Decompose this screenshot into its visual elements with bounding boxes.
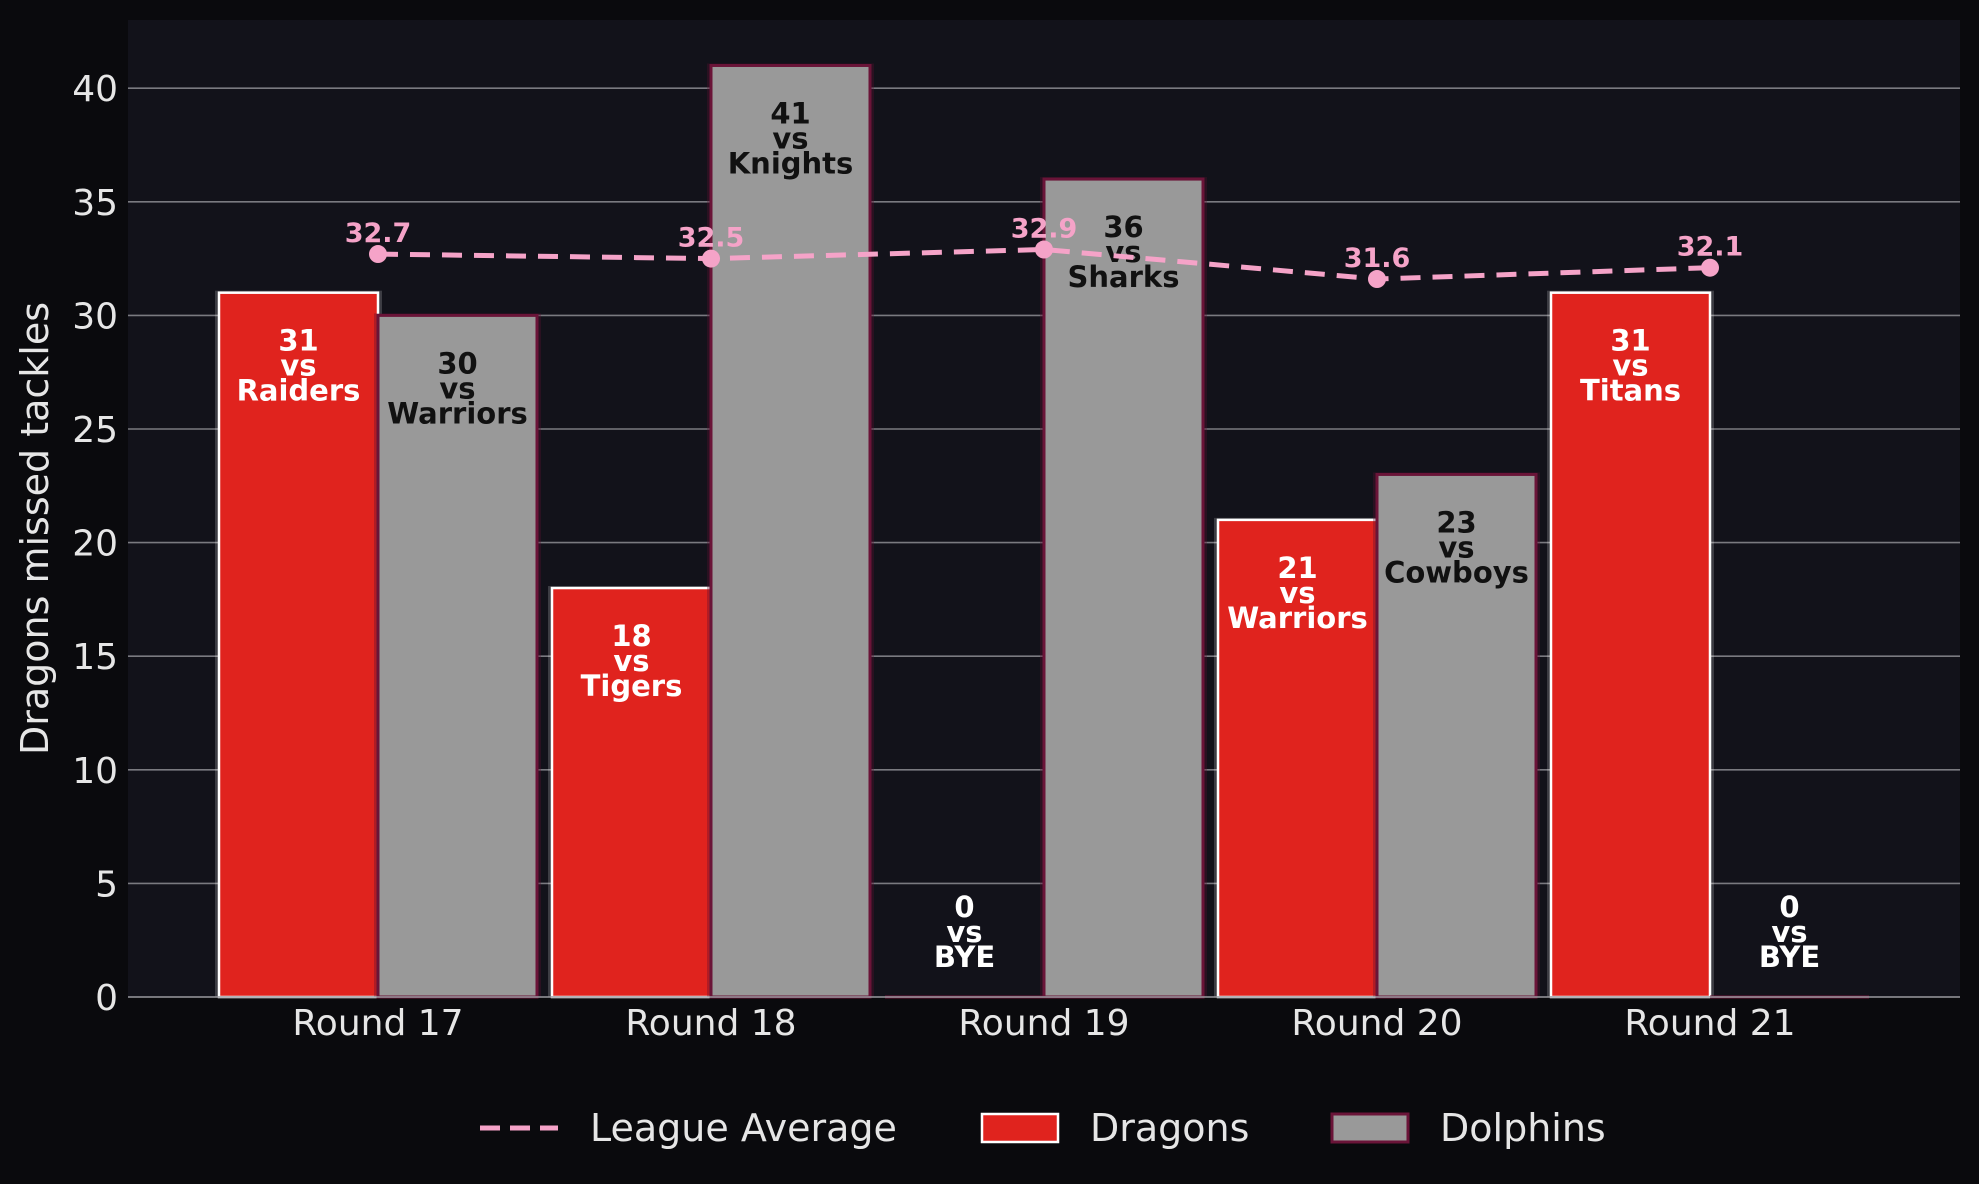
dragons-bar-label: 0	[954, 890, 974, 924]
league-average-point	[1035, 240, 1053, 259]
dolphins-bar-label: vs	[772, 121, 808, 155]
league-average-label: 32.7	[345, 218, 412, 249]
league-average-point	[702, 249, 720, 268]
y-tick-label: 5	[95, 864, 118, 905]
dragons-bar	[1549, 291, 1712, 999]
y-tick-label: 20	[72, 524, 118, 565]
y-axis-title: Dragons missed tackles	[13, 302, 57, 755]
x-tick-label: Round 19	[958, 1003, 1129, 1044]
dolphins-bar-label: 30	[437, 346, 477, 380]
dragons-bar-label: 18	[611, 619, 651, 653]
dolphins-bar-label: vs	[1771, 915, 1807, 949]
y-tick-label: 25	[72, 410, 118, 451]
dragons-bar-label: vs	[1279, 576, 1315, 610]
x-tick-label: Round 20	[1291, 1003, 1462, 1044]
dolphins-bar-label: Knights	[728, 146, 854, 180]
legend-league-average-label: League Average	[590, 1106, 897, 1150]
dragons-bar-label: 31	[278, 324, 318, 358]
dolphins-bar-label: vs	[1105, 235, 1141, 269]
dolphins-bar-label: BYE	[1759, 940, 1820, 974]
dragons-bar-label: 21	[1277, 551, 1317, 585]
dolphins-bar	[1375, 472, 1538, 999]
y-tick-label: 30	[72, 296, 118, 337]
x-tick-label: Round 18	[625, 1003, 796, 1044]
dragons-bar-label: 31	[1610, 324, 1650, 358]
dragons-bar-label: vs	[280, 349, 316, 383]
legend-dragons-swatch	[980, 1112, 1060, 1144]
dragons-bar-label: BYE	[934, 940, 995, 974]
dolphins-bar-label: Warriors	[387, 396, 528, 430]
league-average-label: 32.9	[1011, 214, 1078, 245]
legend-dragons-label: Dragons	[1090, 1106, 1249, 1150]
dolphins-bar-label: 23	[1436, 505, 1476, 539]
dragons-bar	[1216, 518, 1379, 999]
dragons-bar-label: Warriors	[1227, 601, 1368, 635]
dolphins-bar	[1042, 177, 1205, 999]
y-tick-label: 35	[72, 183, 118, 224]
dragons-bar	[550, 586, 713, 999]
dolphins-bar-label: vs	[439, 371, 475, 405]
dolphins-bar	[709, 63, 872, 999]
y-tick-label: 0	[95, 978, 118, 1019]
league-average-label: 32.5	[678, 223, 745, 254]
dolphins-bar-label: 36	[1103, 210, 1143, 244]
dolphins-bar	[376, 313, 539, 999]
league-average-line: 32.7 32.5 32.9 31.6 32.1	[345, 214, 1744, 289]
x-tick-label: Round 17	[292, 1003, 463, 1044]
dragons-bar-label: vs	[1612, 349, 1648, 383]
bars: 31vsRaiders18vsTigers0vsBYE21vsWarriors3…	[215, 63, 1869, 999]
dragons-bar-label: Raiders	[237, 374, 361, 408]
y-tick-label: 15	[72, 637, 118, 678]
legend-dolphins-swatch	[1330, 1112, 1410, 1144]
legend: League Average Dragons Dolphins	[480, 1106, 1606, 1150]
dolphins-bar-label: vs	[1438, 530, 1474, 564]
dragons-bar-label: vs	[613, 644, 649, 678]
dragons-bar-label: Titans	[1580, 374, 1681, 408]
dragons-bar-label: Tigers	[581, 669, 683, 703]
dolphins-bar-label: Sharks	[1068, 260, 1180, 294]
dolphins-bar-label: 41	[770, 96, 810, 130]
y-tick-label: 40	[72, 69, 118, 110]
y-tick-label: 10	[72, 751, 118, 792]
x-tick-label: Round 21	[1624, 1003, 1795, 1044]
league-average-point	[369, 245, 387, 264]
dragons-bar-label: vs	[946, 915, 982, 949]
league-average-point	[1701, 258, 1719, 277]
dolphins-bar-label: Cowboys	[1384, 555, 1529, 589]
dolphins-bar-label: 0	[1779, 890, 1799, 924]
legend-dolphins-label: Dolphins	[1440, 1106, 1606, 1150]
axes: 0 5 10 15 20 25 30 35 40 Dragons missed tackles Ro…	[13, 69, 1960, 1044]
league-average-label: 31.6	[1344, 243, 1411, 274]
league-average-label: 32.1	[1677, 232, 1744, 263]
league-average-point	[1368, 270, 1386, 289]
